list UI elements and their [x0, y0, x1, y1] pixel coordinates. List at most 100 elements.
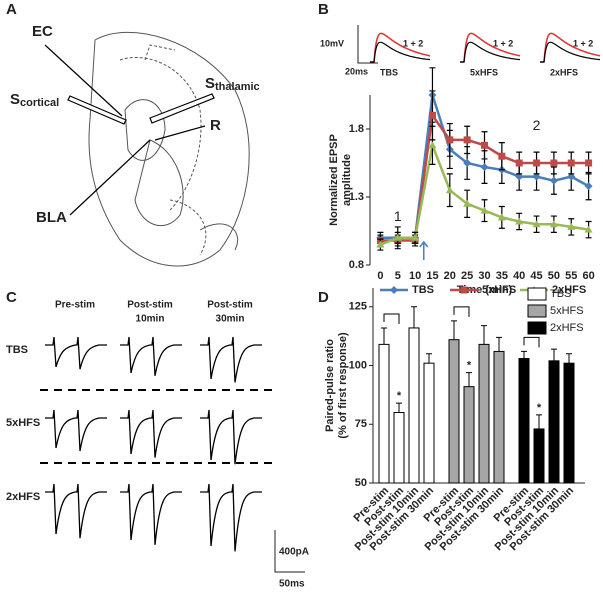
marker	[428, 111, 436, 119]
trace	[460, 41, 521, 63]
bar	[408, 327, 420, 484]
error-bar	[521, 350, 527, 359]
trace-label: TBS	[380, 67, 398, 77]
marker	[533, 159, 541, 167]
y-tick-label: 0.8	[349, 259, 364, 271]
trace-label: 2xHFS	[550, 67, 578, 77]
bar	[448, 339, 460, 484]
column-label: 30min	[216, 314, 245, 325]
error-bar	[466, 372, 472, 387]
label-ec: EC	[32, 23, 53, 40]
scale-v: 10mV	[320, 38, 344, 48]
y-axis-label: Paired-pulse ratio	[324, 339, 336, 432]
y-axis-label: Normalized EPSP	[328, 134, 340, 226]
x-tick-label: 50	[548, 270, 560, 282]
marker	[515, 159, 523, 167]
scale-bar	[357, 25, 378, 64]
label-bla: BLA	[36, 209, 67, 226]
marker	[532, 172, 541, 181]
stim-arrow	[419, 240, 429, 260]
error-bar	[496, 336, 502, 352]
bar	[423, 362, 435, 484]
x-tick-label: 20	[444, 270, 456, 282]
trace	[200, 409, 262, 465]
legend-swatch	[527, 287, 547, 301]
significance: *	[467, 359, 472, 371]
bar	[548, 360, 560, 484]
marker	[463, 199, 472, 207]
x-tick-label: 25	[461, 270, 473, 282]
y-tick-label: 100	[349, 359, 367, 371]
y-tick-label: 1.3	[349, 191, 364, 203]
marker	[463, 136, 471, 144]
annotation: 2	[533, 117, 541, 133]
error-bar	[426, 353, 432, 364]
legend-swatch	[527, 321, 547, 335]
scale-t: 50ms	[279, 579, 305, 590]
bar	[378, 343, 390, 484]
marker	[584, 225, 593, 233]
trace	[540, 41, 601, 63]
marker	[498, 152, 506, 160]
marker	[549, 220, 558, 228]
legend-label: 2xHFS	[552, 284, 586, 296]
x-tick-label: 5	[395, 270, 401, 282]
error-bar	[396, 402, 402, 413]
overlay-label: 1 + 2	[403, 38, 423, 48]
x-tick-label: 15	[426, 270, 438, 282]
significance: *	[397, 390, 402, 402]
marker	[445, 186, 454, 194]
error-bar	[551, 348, 557, 361]
annotation: 1	[394, 208, 402, 224]
error-bar	[411, 306, 417, 328]
trace	[200, 483, 262, 552]
trace	[45, 483, 107, 539]
scale-i: 400pA	[279, 547, 309, 558]
legend-label: 5xHFS	[482, 284, 516, 296]
marker	[550, 159, 558, 167]
scale-bar	[274, 530, 305, 573]
x-tick-label: 40	[513, 270, 525, 282]
error-bar	[451, 320, 457, 340]
overlay-label: 1 + 2	[493, 38, 513, 48]
label-s-thalamic: Sthalamic	[205, 75, 260, 93]
bracket	[383, 313, 400, 324]
label-s-cortical: Scortical	[10, 91, 59, 109]
legend-swatch	[527, 304, 547, 318]
marker	[567, 172, 576, 181]
trace	[460, 32, 521, 63]
trace	[120, 336, 182, 376]
panel-label: B	[318, 1, 329, 18]
bar	[463, 386, 475, 484]
y-tick-label: 125	[349, 301, 367, 313]
marker	[376, 240, 385, 248]
marker	[584, 182, 593, 191]
bar	[518, 357, 530, 484]
marker	[460, 286, 468, 294]
panel-label: C	[6, 289, 17, 306]
marker	[463, 159, 472, 167]
column-label: Post-stim	[127, 300, 173, 311]
legend-label: 5xHFS	[550, 305, 584, 317]
y-axis-label: amplitude	[341, 154, 353, 206]
error-bar	[481, 325, 487, 345]
panel-label: A	[6, 1, 17, 18]
marker	[428, 141, 437, 149]
x-axis-label: Time (min)	[457, 284, 513, 296]
x-tick-label: 45	[530, 270, 542, 282]
overlay-label: 1 + 2	[573, 38, 593, 48]
legend-label: TBS	[550, 288, 571, 300]
bracket	[453, 306, 470, 317]
marker	[480, 206, 489, 214]
x-tick-label: 30	[478, 270, 490, 282]
column-label: 10min	[136, 314, 165, 325]
column-label: Pre-stim	[55, 300, 95, 311]
trace	[200, 336, 262, 383]
marker	[515, 217, 524, 225]
marker	[393, 233, 402, 241]
bar	[478, 343, 490, 484]
bar	[493, 350, 505, 484]
trace-label: 5xHFS	[470, 67, 498, 77]
legend-label: TBS	[412, 284, 434, 296]
